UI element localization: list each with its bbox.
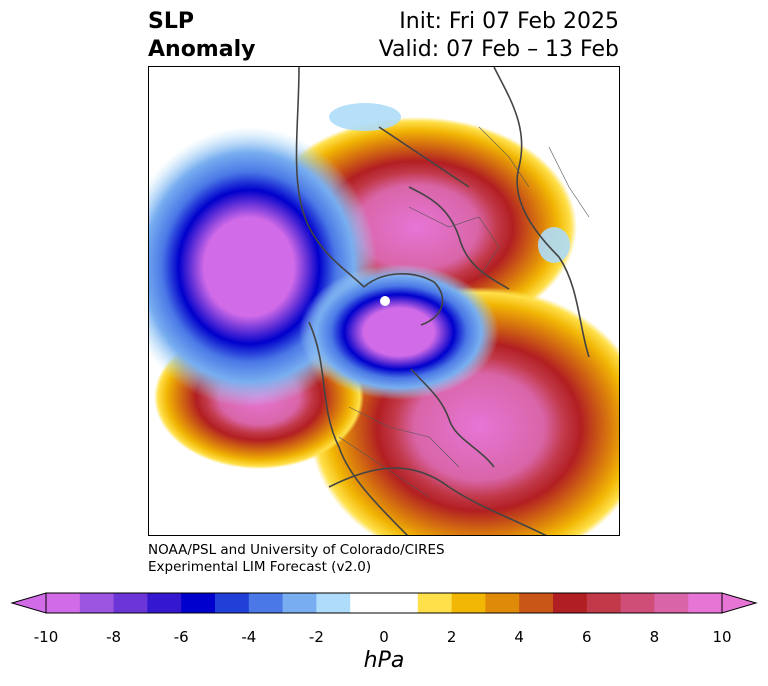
colorbar-segment [384,593,419,613]
colorbar-segment [248,593,284,613]
valid-period: Init: Fri 07 Feb 2025 Valid: 07 Feb – 13… [379,8,619,64]
colorbar-tick-label: 0 [379,628,389,646]
pole-marker [380,296,390,306]
title-line2: Anomaly [148,37,256,62]
colorbar-tick-label: 8 [649,628,660,646]
colorbar-unit: hPa [363,648,405,673]
credit-line1: NOAA/PSL and University of Colorado/CIRE… [148,542,445,558]
colorbar-tick-label: -6 [173,628,189,646]
colorbar-segment [553,593,588,613]
colorbar-tick-label: 10 [712,628,732,646]
colorbar-segment [451,593,486,613]
map-title: SLP Anomaly [148,8,255,64]
colorbar-tick-label: -4 [241,628,257,646]
colorbar-segment [654,593,689,613]
colorbar-tick-label: 6 [582,628,592,646]
weak-low-patch-north [329,103,401,131]
colorbar-segment [316,593,351,613]
colorbar-segment [147,593,182,613]
colorbar-under-arrow [10,592,47,614]
colorbar-segment [46,593,81,613]
coastlines [295,67,590,535]
colorbar-segment [485,593,520,613]
colorbar-segment [181,593,216,613]
credit-line2: Experimental LIM Forecast (v2.0) [148,559,372,575]
colorbar-segment [113,593,148,613]
low-anomaly-arctic [299,264,499,400]
colorbar-segment [586,593,622,613]
valid-range: Valid: 07 Feb – 13 Feb [378,37,619,62]
colorbar-segment [620,593,655,613]
colorbar-over-arrow [721,592,758,614]
colorbar-tick-label: 4 [514,628,524,646]
colorbar-tick-label: 2 [446,628,457,646]
credit-text: NOAA/PSL and University of Colorado/CIRE… [148,542,445,576]
colorbar-outline [45,592,723,614]
colorbar [10,592,758,614]
colorbar-segment [350,593,385,613]
colorbar-segment [688,593,723,613]
colorbar-segment [519,593,554,613]
colorbar-segment [79,593,115,613]
colorbar-segments [46,593,723,613]
weak-low-patch-east [538,227,570,263]
slp-anomaly-map [148,66,620,536]
colorbar-segment [215,593,250,613]
political-borders [338,126,590,498]
colorbar-segment [282,593,317,613]
colorbar-tick-label: -8 [106,628,122,646]
init-date: Init: Fri 07 Feb 2025 [399,9,619,34]
colorbar-segment [417,593,453,613]
colorbar-tick-label: -2 [308,628,324,646]
map-canvas [149,67,619,535]
title-line1: SLP [148,9,194,34]
colorbar-tick-label: -10 [33,628,59,646]
